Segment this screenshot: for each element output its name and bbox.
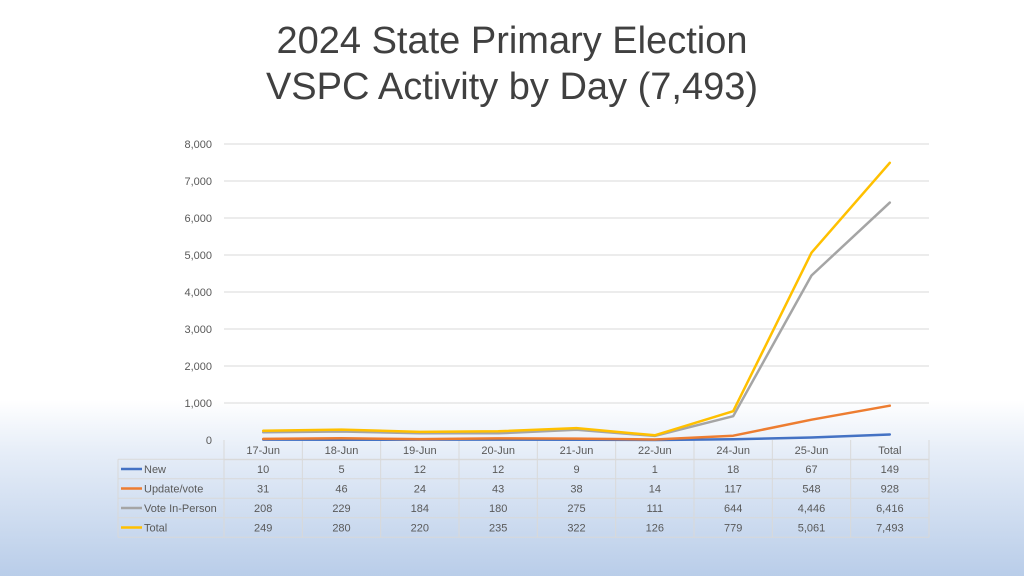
data-label: 322 — [567, 523, 585, 535]
chart-title: 2024 State Primary Election VSPC Activit… — [0, 18, 1024, 110]
series-lines — [261, 161, 892, 442]
data-label: 38 — [570, 484, 582, 496]
data-label: 5 — [338, 464, 344, 476]
data-label: 1 — [652, 464, 658, 476]
data-label: 548 — [802, 484, 820, 496]
data-label: 111 — [646, 503, 663, 515]
data-label: 43 — [492, 484, 504, 496]
data-table: 17-Jun 18-Jun 19-Jun 20-Jun 21-Jun 22-Jun 24-J… — [117, 440, 930, 538]
data-label: 4,446 — [798, 503, 826, 515]
y-tick-label: 3,000 — [184, 324, 212, 336]
data-label: 117 — [724, 484, 742, 496]
y-tick-label: 7,000 — [184, 176, 212, 188]
legend-label: Vote In-Person — [144, 503, 217, 515]
data-label: 208 — [254, 503, 272, 515]
data-label: 12 — [492, 464, 504, 476]
x-tick-label: 20-Jun — [481, 445, 515, 457]
y-tick-label: 5,000 — [184, 250, 212, 262]
data-label: 6,416 — [876, 503, 904, 515]
chart-title-line-1: 2024 State Primary Election — [276, 20, 748, 62]
y-tick-label: 4,000 — [184, 287, 212, 299]
x-tick-label: 25-Jun — [795, 445, 829, 457]
data-label: 67 — [805, 464, 817, 476]
series-line-vote-in-person — [261, 201, 892, 438]
x-tick-label: 22-Jun — [638, 445, 672, 457]
data-label: 12 — [414, 464, 426, 476]
data-label: 5,061 — [798, 523, 826, 535]
data-label: 275 — [567, 503, 585, 515]
y-tick-label: 8,000 — [184, 139, 212, 151]
data-label: 280 — [332, 523, 350, 535]
y-tick-label: 0 — [206, 435, 212, 447]
gridlines — [224, 143, 929, 404]
series-line-total — [261, 161, 892, 437]
data-label: 10 — [257, 464, 269, 476]
data-label: 220 — [411, 523, 429, 535]
legend-label: New — [144, 464, 166, 476]
data-label: 149 — [881, 464, 899, 476]
x-tick-label: Total — [878, 445, 901, 457]
data-label: 14 — [649, 484, 661, 496]
data-label: 249 — [254, 523, 272, 535]
data-label: 31 — [257, 484, 269, 496]
data-label: 235 — [489, 523, 507, 535]
data-label: 9 — [573, 464, 579, 476]
x-tick-label: 18-Jun — [325, 445, 359, 457]
x-tick-label: 24-Jun — [716, 445, 750, 457]
data-label: 24 — [414, 484, 426, 496]
y-tick-label: 2,000 — [184, 361, 212, 373]
data-label: 7,493 — [876, 523, 904, 535]
data-label: 928 — [881, 484, 899, 496]
data-label: 180 — [489, 503, 507, 515]
data-label: 126 — [646, 523, 664, 535]
series-line-update-vote — [261, 404, 892, 441]
data-label: 229 — [332, 503, 350, 515]
x-tick-label: 17-Jun — [246, 445, 280, 457]
data-label: 779 — [724, 523, 742, 535]
x-tick-label: 21-Jun — [560, 445, 594, 457]
data-label: 644 — [724, 503, 742, 515]
y-tick-label: 6,000 — [184, 213, 212, 225]
data-label: 184 — [411, 503, 429, 515]
x-tick-label: 19-Jun — [403, 445, 437, 457]
y-axis-labels: 0 1,000 2,000 3,000 4,000 5,000 6,000 7,000 8,00… — [184, 139, 212, 447]
legend-label: Total — [144, 523, 167, 535]
data-label: 18 — [727, 464, 739, 476]
y-tick-label: 1,000 — [184, 398, 212, 410]
data-label: 46 — [335, 484, 347, 496]
chart-title-line-2: VSPC Activity by Day (7,493) — [265, 66, 759, 108]
legend-label: Update/vote — [144, 484, 203, 496]
